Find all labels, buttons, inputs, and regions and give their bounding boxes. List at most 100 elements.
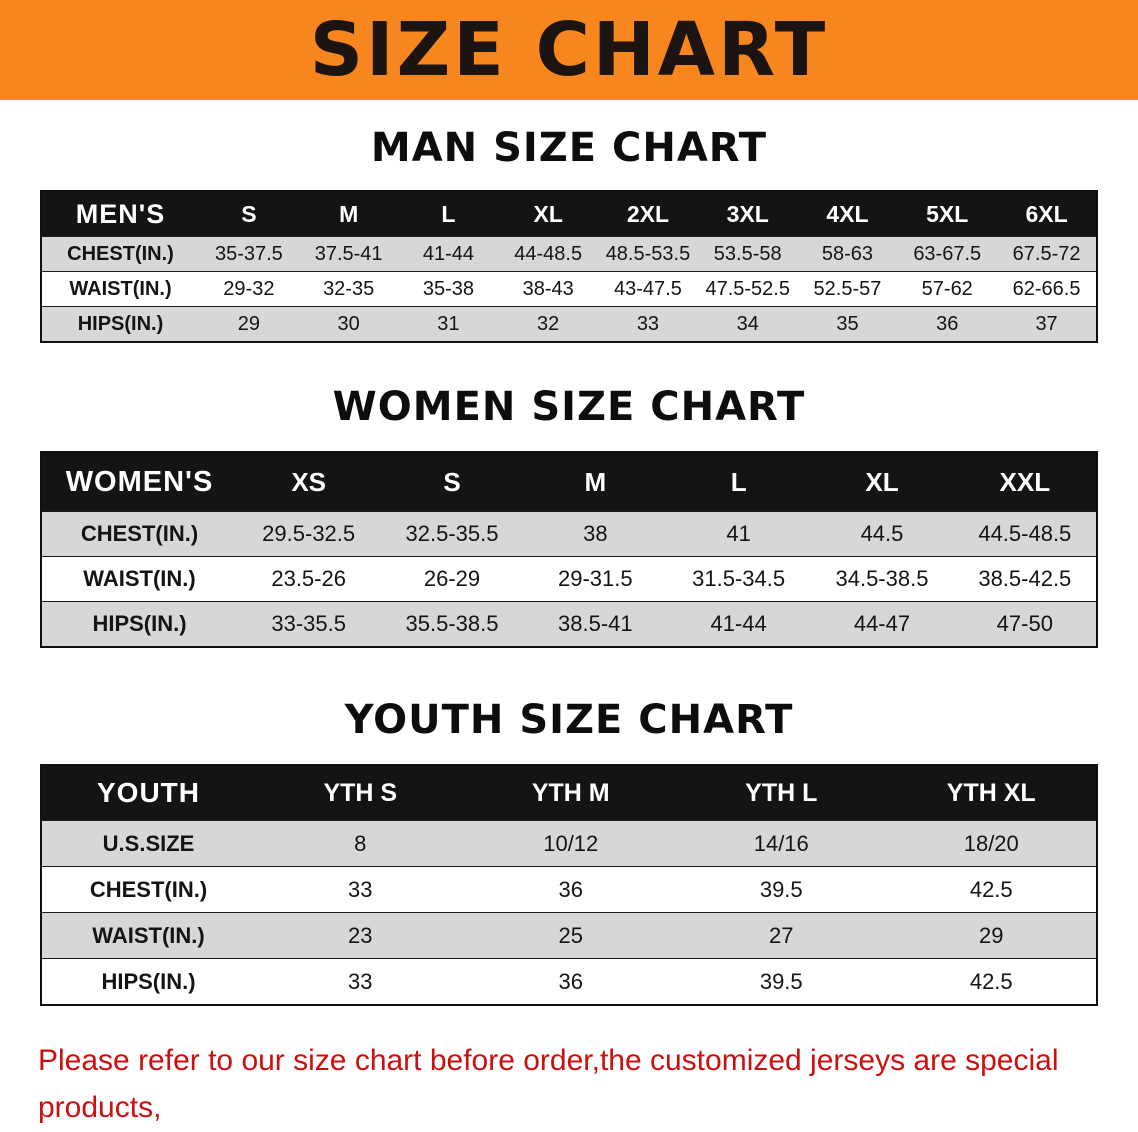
column-header: 6XL: [1025, 200, 1068, 227]
size-value: 33: [255, 958, 466, 1005]
size-value: 43-47.5: [598, 271, 698, 307]
size-value: 25: [465, 912, 676, 959]
column-header: XXL: [999, 466, 1051, 497]
men-size-table: MEN'S S M L XL 2XL 3XL 4XL 5XL 6XL CHEST…: [40, 190, 1098, 343]
size-value: 44-47: [810, 601, 954, 647]
size-value: 35-38: [398, 271, 499, 307]
row-label: HIPS(IN.): [41, 958, 255, 1005]
column-header: 4XL: [826, 200, 869, 227]
size-value: 41-44: [398, 236, 499, 272]
size-value: 62-66.5: [997, 271, 1097, 307]
column-header: YTH L: [745, 778, 818, 807]
size-value: 48.5-53.5: [598, 236, 698, 272]
size-value: 32: [498, 306, 599, 342]
size-value: 42.5: [886, 958, 1097, 1005]
size-value: 39.5: [676, 958, 887, 1005]
size-value: 41: [666, 511, 811, 557]
size-value: 36: [897, 306, 998, 342]
size-value: 14/16: [676, 820, 887, 867]
size-value: 23.5-26: [237, 556, 381, 602]
column-header: S: [443, 466, 461, 497]
column-header: 5XL: [926, 200, 969, 227]
column-header: M: [584, 466, 607, 497]
youth-section-title: YOUTH SIZE CHART: [344, 697, 794, 743]
size-value: 38: [523, 511, 667, 557]
size-value: 34: [697, 306, 798, 342]
size-value: 36: [465, 866, 676, 913]
size-value: 38.5-41: [523, 601, 667, 647]
women-hips-row: HIPS(IN.) 33-35.5 35.5-38.5 38.5-41 41-4…: [41, 601, 1097, 647]
banner-title: SIZE CHART: [309, 7, 829, 93]
youth-hips-row: HIPS(IN.) 33 36 39.5 42.5: [41, 958, 1097, 1005]
column-header: YTH M: [531, 778, 610, 807]
men-table-title: MEN'S: [75, 198, 166, 229]
size-value: 18/20: [886, 820, 1097, 867]
size-value: 38-43: [498, 271, 599, 307]
size-value: 35-37.5: [199, 236, 299, 272]
size-value: 35: [797, 306, 898, 342]
column-header: L: [730, 466, 747, 497]
column-header: XL: [533, 200, 563, 227]
youth-chest-row: CHEST(IN.) 33 36 39.5 42.5: [41, 866, 1097, 913]
size-value: 41-44: [666, 601, 811, 647]
column-header: YTH XL: [946, 778, 1036, 807]
size-value: 53.5-58: [697, 236, 798, 272]
size-value: 37.5-41: [298, 236, 399, 272]
size-value: 32.5-35.5: [380, 511, 524, 557]
youth-size-table: YOUTH YTH S YTH M YTH L YTH XL U.S.SIZE …: [40, 764, 1098, 1006]
size-value: 67.5-72: [997, 236, 1097, 272]
size-value: 47.5-52.5: [697, 271, 798, 307]
row-label: U.S.SIZE: [41, 820, 255, 867]
size-chart-banner: SIZE CHART: [0, 0, 1138, 100]
column-header: M: [339, 200, 359, 227]
size-value: 58-63: [797, 236, 898, 272]
size-value: 31.5-34.5: [666, 556, 811, 602]
size-value: 57-62: [897, 271, 998, 307]
women-size-table: WOMEN'S XS S M L XL XXL CHEST(IN.) 29.5-…: [40, 451, 1098, 648]
size-value: 44-48.5: [498, 236, 599, 272]
man-section-title: MAN SIZE CHART: [370, 125, 768, 171]
size-value: 31: [398, 306, 499, 342]
size-value: 29-32: [199, 271, 299, 307]
row-label: HIPS(IN.): [41, 306, 199, 342]
row-label: CHEST(IN.): [41, 236, 199, 272]
column-header: XS: [291, 466, 326, 497]
size-value: 52.5-57: [797, 271, 898, 307]
women-waist-row: WAIST(IN.) 23.5-26 26-29 29-31.5 31.5-34…: [41, 556, 1097, 602]
youth-table-title: YOUTH: [97, 777, 200, 808]
row-label: HIPS(IN.): [41, 601, 237, 647]
women-section-title: WOMEN SIZE CHART: [332, 384, 806, 430]
men-hips-row: HIPS(IN.) 29 30 31 32 33 34 35 36 37: [41, 306, 1097, 342]
size-value: 29: [886, 912, 1097, 959]
size-value: 30: [298, 306, 399, 342]
size-value: 29-31.5: [523, 556, 667, 602]
size-value: 29.5-32.5: [237, 511, 381, 557]
women-table-title: WOMEN'S: [65, 465, 214, 498]
column-header: S: [241, 200, 257, 227]
size-value: 39.5: [676, 866, 887, 913]
column-header: 2XL: [626, 200, 670, 227]
size-value: 33: [598, 306, 698, 342]
row-label: WAIST(IN.): [41, 271, 199, 307]
size-value: 34.5-38.5: [810, 556, 954, 602]
notice-line: Please refer to our size chart before or…: [38, 1044, 1059, 1124]
column-header: L: [441, 200, 456, 227]
women-header-row: WOMEN'S XS S M L XL XXL: [41, 452, 1097, 512]
size-value: 33-35.5: [237, 601, 381, 647]
column-header: 3XL: [726, 200, 769, 227]
size-value: 10/12: [465, 820, 676, 867]
size-value: 26-29: [380, 556, 524, 602]
size-value: 63-67.5: [897, 236, 998, 272]
size-value: 38.5-42.5: [953, 556, 1097, 602]
size-value: 37: [997, 306, 1097, 342]
size-value: 23: [255, 912, 466, 959]
order-notice: Please refer to our size chart before or…: [38, 1038, 1100, 1132]
size-value: 42.5: [886, 866, 1097, 913]
men-chest-row: CHEST(IN.) 35-37.5 37.5-41 41-44 44-48.5…: [41, 236, 1097, 272]
size-value: 33: [255, 866, 466, 913]
youth-ussize-row: U.S.SIZE 8 10/12 14/16 18/20: [41, 820, 1097, 867]
size-value: 8: [255, 820, 466, 867]
row-label: CHEST(IN.): [41, 866, 255, 913]
column-header: YTH S: [323, 778, 398, 807]
size-value: 47-50: [953, 601, 1097, 647]
